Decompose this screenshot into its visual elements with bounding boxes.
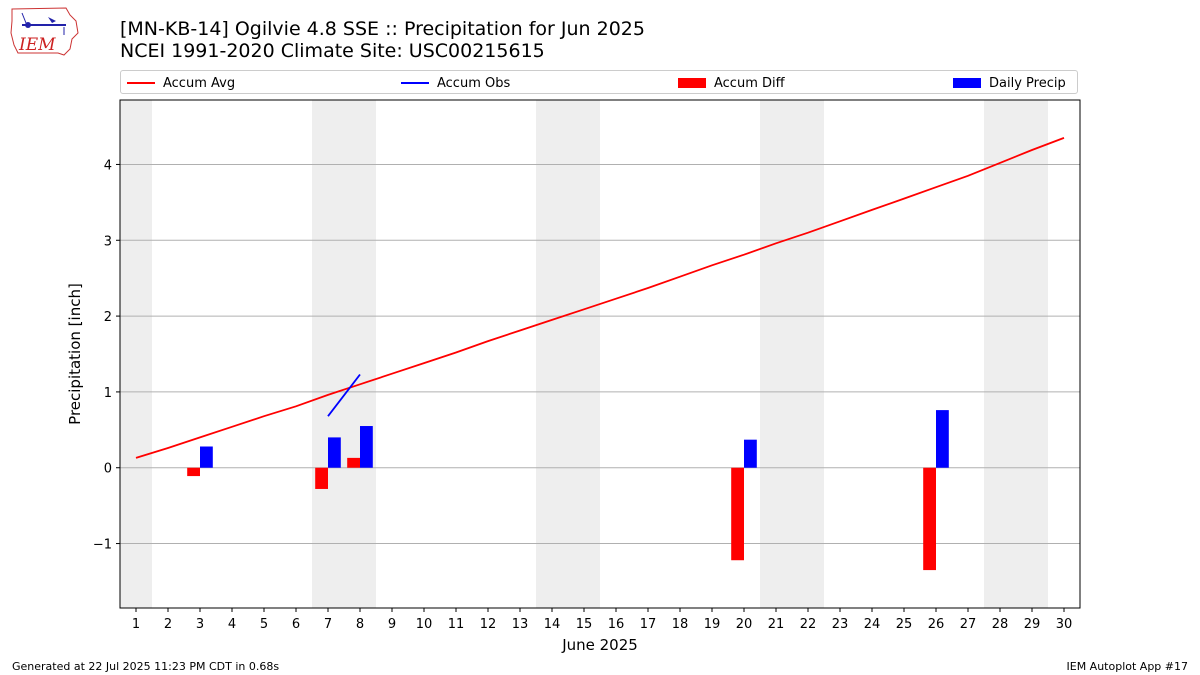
weekend-shade-day-28 [984, 100, 1016, 608]
accum-diff-bar-day-8 [347, 457, 360, 468]
weekend-shade-day-22 [792, 100, 824, 608]
bar-series [187, 410, 949, 571]
legend-label-accum-avg: Accum Avg [163, 75, 236, 91]
x-tick-label-16: 16 [608, 617, 625, 632]
x-tick-label-24: 24 [864, 617, 881, 632]
x-tick-label-12: 12 [480, 617, 497, 632]
accum-diff-bar-day-20 [731, 467, 744, 561]
x-tick-label-13: 13 [512, 617, 529, 632]
x-tick-label-20: 20 [736, 617, 753, 632]
x-tick-label-27: 27 [960, 617, 977, 632]
x-tick-label-6: 6 [292, 617, 300, 632]
x-tick-label-7: 7 [324, 617, 332, 632]
legend-item-accum-obs: Accum Obs [401, 74, 510, 92]
weekend-shade-day-1 [120, 100, 152, 608]
y-tick-label-3: 3 [104, 234, 112, 249]
x-tick-label-21: 21 [768, 617, 785, 632]
accum-avg-line [135, 137, 1065, 459]
y-tick-label-1: 1 [104, 386, 112, 401]
accum-diff-bar-day-7 [315, 467, 328, 489]
x-tick-label-11: 11 [448, 617, 465, 632]
weekend-shading [120, 100, 1048, 608]
y-tick-label-0: 0 [104, 462, 112, 477]
x-tick-label-22: 22 [800, 617, 817, 632]
x-tick-label-15: 15 [576, 617, 593, 632]
legend-swatch-accum-avg [127, 82, 155, 84]
x-tick-label-4: 4 [228, 617, 236, 632]
legend-label-accum-diff: Accum Diff [714, 75, 785, 91]
x-tick-label-19: 19 [704, 617, 721, 632]
legend-swatch-accum-obs [401, 82, 429, 84]
accum-obs-line [327, 373, 361, 417]
x-tick-label-17: 17 [640, 617, 657, 632]
x-tick-label-10: 10 [416, 617, 433, 632]
legend-swatch-daily-precip [953, 78, 981, 88]
iowa-outline-icon [10, 7, 79, 56]
iem-logo: IEM [10, 7, 79, 56]
line-series [135, 137, 1065, 459]
x-tick-label-26: 26 [928, 617, 945, 632]
footer-generated-info: Generated at 22 Jul 2025 11:23 PM CDT in… [12, 660, 280, 673]
gridlines [120, 163, 1080, 545]
chart-title: [MN-KB-14] Ogilvie 4.8 SSE :: Precipitat… [120, 18, 645, 40]
daily-precip-bar-day-3 [200, 446, 213, 468]
accum-diff-bar-day-26 [923, 467, 936, 571]
x-axis-ticks: 1 2 3 4 5 6 7 8 9 10 11 12 13 14 15 16 17 18 19 20 21 22 23 24 2… [132, 608, 1072, 632]
x-tick-label-9: 9 [388, 617, 396, 632]
x-tick-label-3: 3 [196, 617, 204, 632]
chart-subtitle: NCEI 1991-2020 Climate Site: USC00215615 [120, 40, 545, 62]
x-axis-label: June 2025 [561, 636, 638, 654]
weekend-shade-day-29 [1016, 100, 1048, 608]
legend-label-daily-precip: Daily Precip [989, 75, 1066, 91]
daily-precip-bar-day-8 [360, 426, 373, 468]
weekend-shade-day-8 [344, 100, 376, 608]
y-tick-label-4: 4 [104, 158, 112, 173]
x-tick-label-5: 5 [260, 617, 268, 632]
x-tick-label-1: 1 [132, 617, 140, 632]
x-tick-label-23: 23 [832, 617, 849, 632]
weekend-shade-day-15 [568, 100, 600, 608]
weekend-shade-day-14 [536, 100, 568, 608]
x-tick-label-25: 25 [896, 617, 913, 632]
weekend-shade-day-7 [312, 100, 344, 608]
legend-item-accum-diff: Accum Diff [678, 74, 785, 92]
daily-precip-bar-day-7 [328, 437, 341, 468]
x-tick-label-14: 14 [544, 617, 561, 632]
x-tick-label-2: 2 [164, 617, 172, 632]
daily-precip-bar-day-20 [744, 439, 757, 468]
iem-logo-text: IEM [18, 35, 56, 55]
x-tick-label-8: 8 [356, 617, 364, 632]
x-tick-label-18: 18 [672, 617, 689, 632]
chart-legend: Accum Avg Accum Obs Accum Diff Daily Pre… [120, 70, 1078, 94]
legend-item-accum-avg: Accum Avg [127, 74, 235, 92]
y-tick-label-2: 2 [104, 310, 112, 325]
x-tick-label-28: 28 [992, 617, 1009, 632]
x-tick-label-29: 29 [1024, 617, 1041, 632]
legend-label-accum-obs: Accum Obs [437, 75, 511, 91]
y-axis-ticks: −1 0 1 2 3 4 [93, 158, 120, 553]
plot-frame [119, 99, 1081, 609]
footer-app-id: IEM Autoplot App #17 [1066, 660, 1189, 673]
legend-swatch-accum-diff [678, 78, 706, 88]
legend-item-daily-precip: Daily Precip [953, 74, 1066, 92]
accum-diff-bar-day-3 [187, 467, 200, 477]
x-tick-label-30: 30 [1056, 617, 1073, 632]
weekend-shade-day-21 [760, 100, 792, 608]
y-tick-label--1: −1 [93, 538, 112, 553]
y-axis-label: Precipitation [inch] [66, 283, 84, 425]
daily-precip-bar-day-26 [936, 410, 949, 468]
